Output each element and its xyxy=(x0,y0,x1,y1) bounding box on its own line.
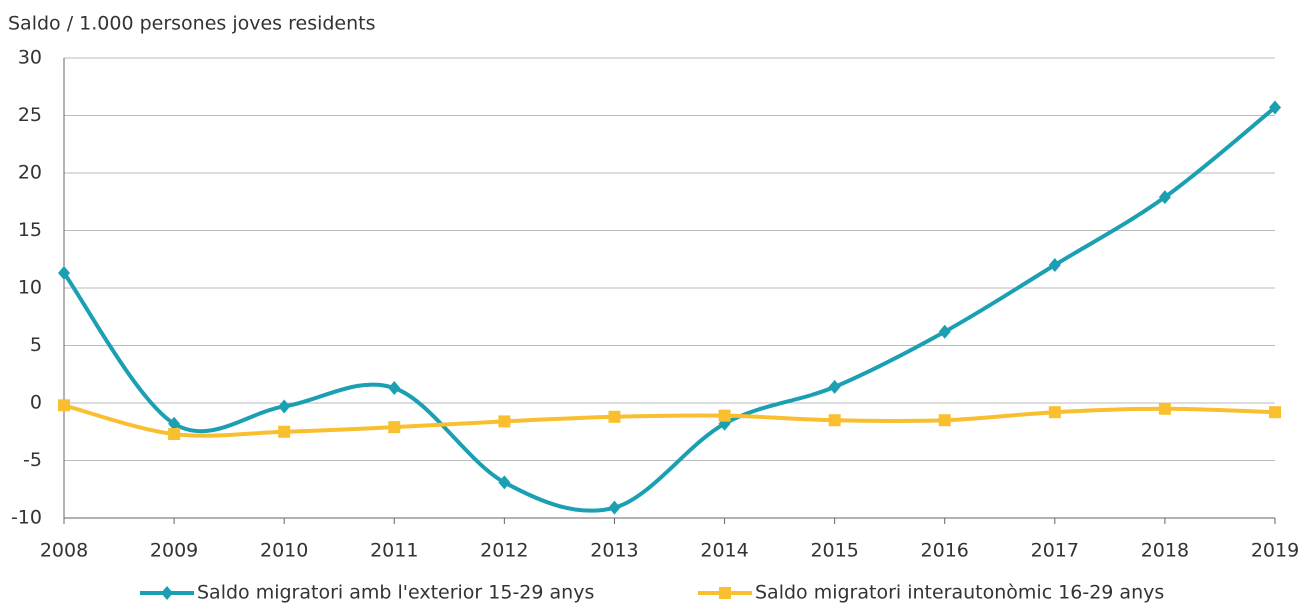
point-marker xyxy=(498,415,511,428)
x-tick-label: 2009 xyxy=(150,540,198,562)
point-marker xyxy=(278,425,291,438)
x-tick-label: 2012 xyxy=(480,540,528,562)
x-tick-label: 2010 xyxy=(260,540,308,562)
point-marker xyxy=(1158,402,1171,415)
series-line xyxy=(62,105,1277,513)
chart-title: Saldo / 1.000 persones joves residents xyxy=(8,13,376,35)
legend-label: Saldo migratori amb l'exterior 15-29 any… xyxy=(197,582,594,604)
point-marker xyxy=(388,421,401,434)
point-marker xyxy=(1269,406,1281,419)
x-tick-label: 2008 xyxy=(40,540,88,562)
point-marker xyxy=(828,379,841,394)
y-tick-label: 5 xyxy=(30,334,42,356)
y-tick-label: 30 xyxy=(18,47,42,69)
point-marker xyxy=(278,399,291,414)
x-tick-label: 2015 xyxy=(810,540,858,562)
point-marker xyxy=(1158,190,1171,205)
point-marker xyxy=(938,324,951,339)
point-marker xyxy=(498,475,511,490)
x-tick-label: 2014 xyxy=(700,540,748,562)
legend-marker xyxy=(719,587,731,599)
point-marker xyxy=(938,414,951,427)
point-marker xyxy=(58,399,70,412)
point-marker xyxy=(828,414,841,427)
y-tick-label: -10 xyxy=(11,507,42,529)
legend-label: Saldo migratori interautonòmic 16-29 any… xyxy=(755,582,1164,604)
y-tick-label: 0 xyxy=(30,392,42,414)
y-tick-label: 25 xyxy=(18,104,42,126)
legend-marker xyxy=(161,586,173,600)
point-marker xyxy=(718,409,731,422)
point-marker xyxy=(608,500,621,515)
x-tick-label: 2011 xyxy=(370,540,418,562)
x-tick-label: 2013 xyxy=(590,540,638,562)
point-marker xyxy=(168,416,181,431)
point-marker xyxy=(608,410,621,423)
y-tick-label: -5 xyxy=(23,449,42,471)
point-marker xyxy=(168,428,181,441)
y-tick-label: 10 xyxy=(18,277,42,299)
x-tick-label: 2017 xyxy=(1031,540,1079,562)
point-marker xyxy=(388,381,401,396)
x-tick-label: 2016 xyxy=(921,540,969,562)
x-tick-label: 2018 xyxy=(1141,540,1189,562)
series-line xyxy=(63,403,1276,438)
y-tick-label: 15 xyxy=(18,219,42,241)
point-marker xyxy=(1048,406,1061,419)
y-tick-label: 20 xyxy=(18,162,42,184)
point-marker xyxy=(58,266,70,281)
point-marker xyxy=(1269,100,1281,115)
x-tick-label: 2019 xyxy=(1251,540,1299,562)
point-marker xyxy=(1048,258,1061,272)
